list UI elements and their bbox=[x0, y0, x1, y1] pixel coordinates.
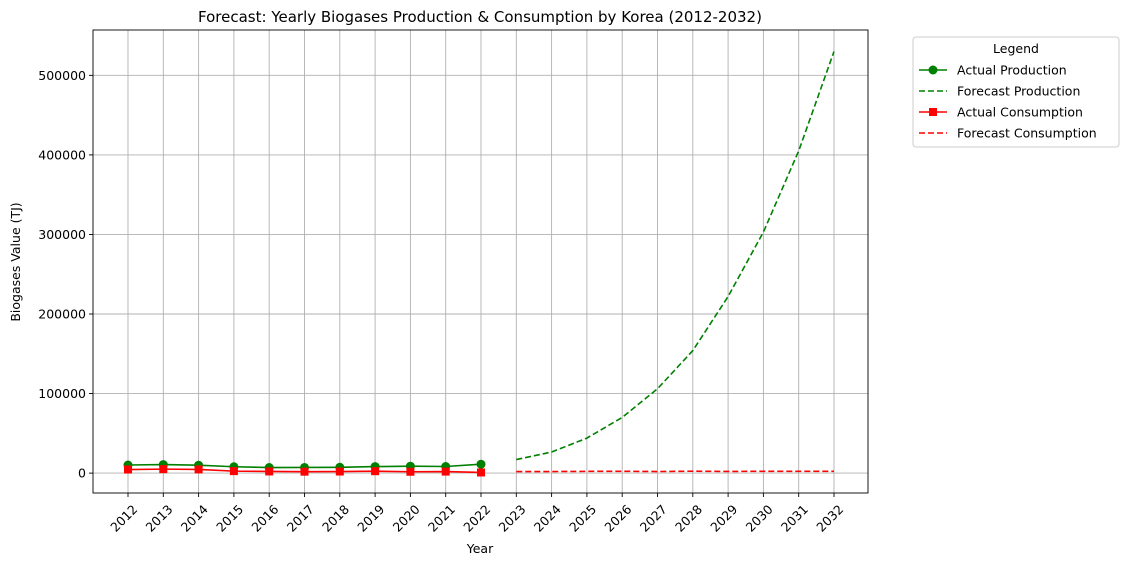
actual-consumption-point bbox=[335, 467, 344, 476]
x-tick-label: 2025 bbox=[566, 502, 599, 535]
x-tick-label: 2027 bbox=[637, 502, 670, 535]
legend-box bbox=[912, 36, 1120, 148]
grid bbox=[93, 30, 868, 493]
x-tick-label: 2012 bbox=[107, 502, 140, 535]
y-tick-label: 500000 bbox=[38, 68, 86, 83]
legend-label-forecast-production: Forecast Production bbox=[957, 84, 1080, 99]
legend-marker-actual-consumption bbox=[929, 108, 937, 116]
legend: Legend Actual Production Forecast Product… bbox=[912, 36, 1120, 148]
x-tick-label: 2018 bbox=[319, 502, 352, 535]
chart-title: Forecast: Yearly Biogases Production & C… bbox=[198, 8, 762, 26]
legend-title: Legend bbox=[993, 41, 1039, 56]
x-tick-label: 2015 bbox=[213, 502, 246, 535]
x-tick-label: 2019 bbox=[354, 502, 387, 535]
x-tick-label: 2020 bbox=[390, 502, 423, 535]
legend-label-forecast-consumption: Forecast Consumption bbox=[957, 126, 1097, 141]
actual-consumption-point bbox=[300, 467, 309, 476]
x-tick-label: 2013 bbox=[143, 502, 176, 535]
x-tick-label: 2028 bbox=[672, 502, 705, 535]
plot-area-frame bbox=[92, 29, 869, 494]
actual-production-point bbox=[476, 459, 486, 469]
x-axis: 2012 2013 2014 2015 2016 2017 2018 2019 2020 2021… bbox=[107, 493, 846, 535]
forecast-production-line bbox=[516, 51, 835, 461]
y-tick-label: 100000 bbox=[38, 386, 86, 401]
x-tick-label: 2022 bbox=[460, 502, 493, 535]
x-tick-label: 2031 bbox=[778, 502, 811, 535]
x-tick-label: 2021 bbox=[425, 502, 458, 535]
x-tick-label: 2024 bbox=[531, 502, 564, 535]
y-tick-label: 200000 bbox=[38, 307, 86, 322]
x-tick-label: 2026 bbox=[601, 502, 634, 535]
y-axis: 0 100000 200000 300000 400000 500000 bbox=[38, 68, 93, 481]
x-tick-label: 2017 bbox=[284, 502, 317, 535]
y-tick-label: 300000 bbox=[38, 227, 86, 242]
actual-consumption-point bbox=[194, 465, 203, 474]
x-axis-label: Year bbox=[466, 541, 494, 556]
series-layer bbox=[123, 51, 835, 477]
x-tick-label: 2029 bbox=[707, 502, 740, 535]
x-tick-label: 2032 bbox=[813, 502, 846, 535]
actual-consumption-point bbox=[477, 468, 485, 477]
actual-consumption-point bbox=[371, 467, 380, 476]
legend-label-actual-consumption: Actual Consumption bbox=[957, 105, 1083, 120]
x-tick-label: 2030 bbox=[743, 502, 776, 535]
x-tick-label: 2023 bbox=[496, 502, 529, 535]
y-tick-label: 0 bbox=[78, 466, 86, 481]
x-tick-label: 2016 bbox=[248, 502, 281, 535]
y-tick-label: 400000 bbox=[38, 147, 86, 162]
y-axis-label: Biogases Value (TJ) bbox=[8, 202, 23, 321]
legend-label-actual-production: Actual Production bbox=[957, 63, 1067, 78]
actual-consumption-point bbox=[124, 465, 132, 474]
actual-consumption-point bbox=[229, 467, 238, 476]
actual-consumption-point bbox=[441, 467, 450, 476]
actual-consumption-point bbox=[265, 467, 274, 476]
actual-consumption-point bbox=[406, 467, 415, 476]
actual-consumption-point bbox=[159, 465, 168, 474]
x-tick-label: 2014 bbox=[178, 502, 211, 535]
legend-marker-actual-production bbox=[928, 65, 938, 75]
